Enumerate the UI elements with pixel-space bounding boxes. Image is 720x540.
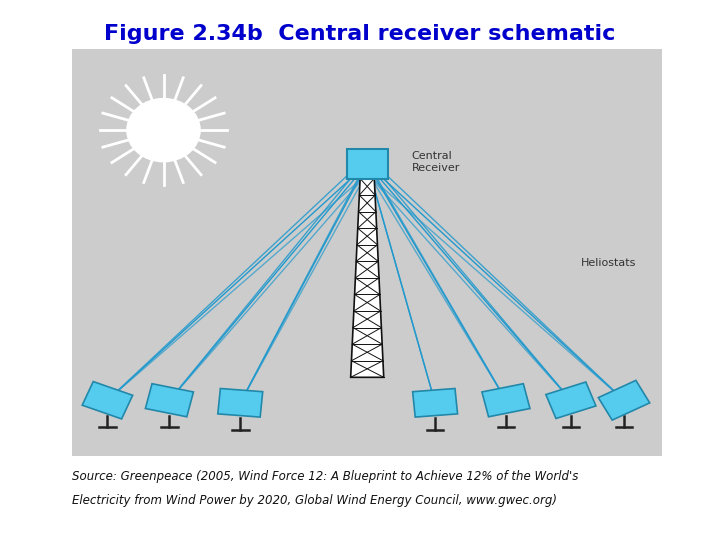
Text: Central
Receiver: Central Receiver bbox=[412, 152, 460, 173]
Circle shape bbox=[127, 98, 200, 162]
Polygon shape bbox=[413, 388, 457, 417]
Polygon shape bbox=[82, 382, 132, 419]
Polygon shape bbox=[218, 388, 263, 417]
Text: Source: Greenpeace (2005, Wind Force 12: A Blueprint to Achieve 12% of the World: Source: Greenpeace (2005, Wind Force 12:… bbox=[72, 470, 578, 483]
Polygon shape bbox=[482, 384, 530, 417]
Polygon shape bbox=[351, 179, 384, 377]
Text: Figure 2.34b  Central receiver schematic: Figure 2.34b Central receiver schematic bbox=[104, 24, 616, 44]
Text: Electricity from Wind Power by 2020, Global Wind Energy Council, www.gwec.org): Electricity from Wind Power by 2020, Glo… bbox=[72, 494, 557, 507]
Text: Heliostats: Heliostats bbox=[580, 258, 636, 268]
Polygon shape bbox=[145, 384, 194, 417]
Bar bbox=[346, 149, 388, 179]
Polygon shape bbox=[598, 380, 649, 420]
Polygon shape bbox=[546, 382, 596, 418]
